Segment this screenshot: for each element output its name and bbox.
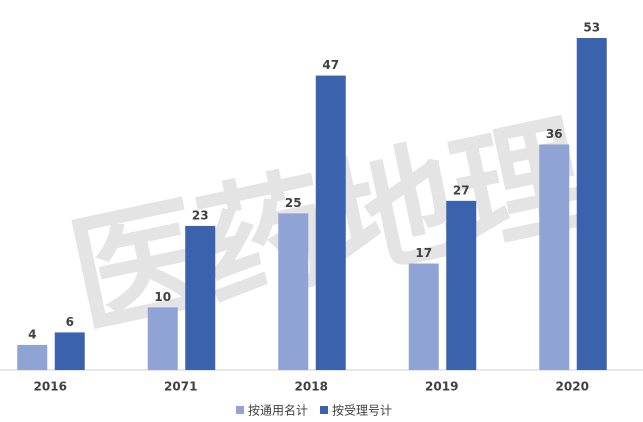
bar <box>446 200 477 370</box>
x-tick-label: 2019 <box>425 380 458 394</box>
bar <box>576 38 607 370</box>
legend-swatch <box>236 406 244 414</box>
data-label: 53 <box>583 21 600 35</box>
bar <box>54 332 85 370</box>
x-tick-label: 2018 <box>295 380 328 394</box>
bar <box>17 344 48 370</box>
data-label: 6 <box>66 315 74 329</box>
data-label: 10 <box>154 290 171 304</box>
bar <box>539 144 570 370</box>
data-label: 36 <box>546 127 563 141</box>
legend-label: 按通用名计 <box>248 403 308 418</box>
bar <box>278 213 309 370</box>
data-label: 27 <box>453 183 470 197</box>
data-label: 25 <box>285 196 302 210</box>
x-tick-label: 2016 <box>34 380 67 394</box>
legend-swatch <box>320 406 328 414</box>
bar <box>185 225 216 370</box>
bar <box>408 263 439 370</box>
data-label: 23 <box>192 208 209 222</box>
bar <box>147 307 178 370</box>
bar <box>315 75 346 371</box>
data-label: 4 <box>28 327 36 341</box>
data-label: 17 <box>415 246 432 260</box>
data-label: 47 <box>322 58 339 72</box>
legend-label: 按受理号计 <box>332 404 392 418</box>
x-tick-label: 2020 <box>556 380 589 394</box>
x-tick-label: 2071 <box>164 380 197 394</box>
